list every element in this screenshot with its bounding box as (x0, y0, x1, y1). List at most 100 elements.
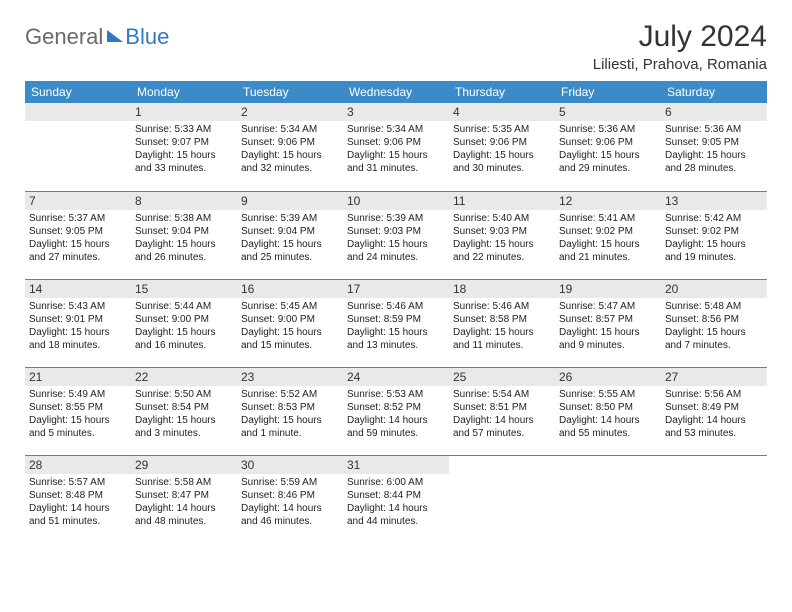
day-number: 8 (131, 192, 237, 210)
day-number: 10 (343, 192, 449, 210)
day-details: Sunrise: 5:48 AMSunset: 8:56 PMDaylight:… (665, 300, 763, 352)
day-number: 27 (661, 368, 767, 386)
calendar-day-cell: 13 Sunrise: 5:42 AMSunset: 9:02 PMDayligh… (661, 191, 767, 279)
calendar-day-cell: 5Sunrise: 5:36 AMSunset: 9:06 PMDaylight… (555, 103, 661, 191)
calendar-day-cell: 7Sunrise: 5:37 AMSunset: 9:05 PMDaylight… (25, 191, 131, 279)
calendar-week-row: 28 Sunrise: 5:57 AMSunset: 8:48 PMDayligh… (25, 455, 767, 543)
day-of-week-header: Sunday (25, 81, 131, 103)
day-details: Sunrise: 6:00 AMSunset: 8:44 PMDaylight:… (347, 476, 445, 528)
day-number: 9 (237, 192, 343, 210)
calendar-week-row: 7Sunrise: 5:37 AMSunset: 9:05 PMDaylight… (25, 191, 767, 279)
day-details: Sunrise: 5:59 AMSunset: 8:46 PMDaylight:… (241, 476, 339, 528)
calendar-day-cell: 4 Sunrise: 5:35 AMSunset: 9:06 PMDaylight… (449, 103, 555, 191)
day-number: 26 (555, 368, 661, 386)
calendar-page: General Blue July 2024 Liliesti, Prahova… (0, 0, 792, 563)
brand-triangle-icon (107, 30, 123, 42)
day-of-week-header: Friday (555, 81, 661, 103)
day-details: Sunrise: 5:36 AMSunset: 9:05 PMDaylight:… (665, 123, 763, 175)
day-details: Sunrise: 5:52 AMSunset: 8:53 PMDaylight:… (241, 388, 339, 440)
brand-logo: General Blue (25, 24, 169, 50)
day-of-week-header: Tuesday (237, 81, 343, 103)
location-text: Liliesti, Prahova, Romania (593, 56, 767, 73)
calendar-day-cell: 25Sunrise: 5:54 AMSunset: 8:51 PMDayligh… (449, 367, 555, 455)
day-details: Sunrise: 5:44 AMSunset: 9:00 PMDaylight:… (135, 300, 233, 352)
day-details: Sunrise: 5:55 AMSunset: 8:50 PMDaylight:… (559, 388, 657, 440)
day-number: 24 (343, 368, 449, 386)
day-details: Sunrise: 5:43 AMSunset: 9:01 PMDaylight:… (29, 300, 127, 352)
day-number: 23 (237, 368, 343, 386)
calendar-day-cell (449, 455, 555, 543)
day-number: 28 (25, 456, 131, 474)
day-number: 12 (555, 192, 661, 210)
day-details: Sunrise: 5:45 AMSunset: 9:00 PMDaylight:… (241, 300, 339, 352)
calendar-day-cell: 29 Sunrise: 5:58 AMSunset: 8:47 PMDayligh… (131, 455, 237, 543)
calendar-day-cell: 10 Sunrise: 5:39 AMSunset: 9:03 PMDayligh… (343, 191, 449, 279)
day-details: Sunrise: 5:34 AMSunset: 9:06 PMDaylight:… (241, 123, 339, 175)
calendar-day-cell: 24 Sunrise: 5:53 AMSunset: 8:52 PMDayligh… (343, 367, 449, 455)
day-number: 3 (343, 103, 449, 121)
day-number: 30 (237, 456, 343, 474)
day-number: 5 (555, 103, 661, 121)
title-block: July 2024 Liliesti, Prahova, Romania (593, 20, 767, 73)
day-number: 21 (25, 368, 131, 386)
day-details: Sunrise: 5:50 AMSunset: 8:54 PMDaylight:… (135, 388, 233, 440)
header: General Blue July 2024 Liliesti, Prahova… (25, 20, 767, 73)
day-details: Sunrise: 5:39 AMSunset: 9:03 PMDaylight:… (347, 212, 445, 264)
day-details: Sunrise: 5:33 AMSunset: 9:07 PMDaylight:… (135, 123, 233, 175)
calendar-day-cell: 20Sunrise: 5:48 AMSunset: 8:56 PMDayligh… (661, 279, 767, 367)
calendar-day-cell: 30 Sunrise: 5:59 AMSunset: 8:46 PMDayligh… (237, 455, 343, 543)
day-of-week-header: Saturday (661, 81, 767, 103)
calendar-day-cell: 16 Sunrise: 5:45 AMSunset: 9:00 PMDayligh… (237, 279, 343, 367)
calendar-day-cell: 18Sunrise: 5:46 AMSunset: 8:58 PMDayligh… (449, 279, 555, 367)
calendar-week-row: 14Sunrise: 5:43 AMSunset: 9:01 PMDayligh… (25, 279, 767, 367)
day-number: 1 (131, 103, 237, 121)
calendar-day-cell: 1 Sunrise: 5:33 AMSunset: 9:07 PMDaylight… (131, 103, 237, 191)
day-of-week-header: Wednesday (343, 81, 449, 103)
calendar-day-cell: 23 Sunrise: 5:52 AMSunset: 8:53 PMDayligh… (237, 367, 343, 455)
calendar-day-cell: 3Sunrise: 5:34 AMSunset: 9:06 PMDaylight… (343, 103, 449, 191)
day-details: Sunrise: 5:47 AMSunset: 8:57 PMDaylight:… (559, 300, 657, 352)
day-number: 16 (237, 280, 343, 298)
calendar-day-cell: 19 Sunrise: 5:47 AMSunset: 8:57 PMDayligh… (555, 279, 661, 367)
brand-text-blue: Blue (125, 24, 169, 50)
day-details: Sunrise: 5:53 AMSunset: 8:52 PMDaylight:… (347, 388, 445, 440)
calendar-day-cell: 8 Sunrise: 5:38 AMSunset: 9:04 PMDaylight… (131, 191, 237, 279)
brand-text-general: General (25, 24, 103, 50)
calendar-day-cell: 15 Sunrise: 5:44 AMSunset: 9:00 PMDayligh… (131, 279, 237, 367)
day-number: 22 (131, 368, 237, 386)
day-details: Sunrise: 5:39 AMSunset: 9:04 PMDaylight:… (241, 212, 339, 264)
day-details: Sunrise: 5:38 AMSunset: 9:04 PMDaylight:… (135, 212, 233, 264)
day-details: Sunrise: 5:41 AMSunset: 9:02 PMDaylight:… (559, 212, 657, 264)
calendar-table: SundayMondayTuesdayWednesdayThursdayFrid… (25, 81, 767, 543)
day-of-week-row: SundayMondayTuesdayWednesdayThursdayFrid… (25, 81, 767, 103)
calendar-week-row: 21Sunrise: 5:49 AMSunset: 8:55 PMDayligh… (25, 367, 767, 455)
day-details: Sunrise: 5:35 AMSunset: 9:06 PMDaylight:… (453, 123, 551, 175)
day-number: 19 (555, 280, 661, 298)
calendar-day-cell: 6 Sunrise: 5:36 AMSunset: 9:05 PMDaylight… (661, 103, 767, 191)
calendar-day-cell: 26 Sunrise: 5:55 AMSunset: 8:50 PMDayligh… (555, 367, 661, 455)
calendar-week-row: 1 Sunrise: 5:33 AMSunset: 9:07 PMDaylight… (25, 103, 767, 191)
calendar-day-cell: 28 Sunrise: 5:57 AMSunset: 8:48 PMDayligh… (25, 455, 131, 543)
calendar-day-cell: 14Sunrise: 5:43 AMSunset: 9:01 PMDayligh… (25, 279, 131, 367)
calendar-day-cell: 31 Sunrise: 6:00 AMSunset: 8:44 PMDayligh… (343, 455, 449, 543)
day-number: 31 (343, 456, 449, 474)
day-number: 6 (661, 103, 767, 121)
day-number: 29 (131, 456, 237, 474)
calendar-day-cell: 11Sunrise: 5:40 AMSunset: 9:03 PMDayligh… (449, 191, 555, 279)
calendar-day-cell: 9 Sunrise: 5:39 AMSunset: 9:04 PMDaylight… (237, 191, 343, 279)
day-number: 15 (131, 280, 237, 298)
day-details: Sunrise: 5:56 AMSunset: 8:49 PMDaylight:… (665, 388, 763, 440)
calendar-day-cell: 27 Sunrise: 5:56 AMSunset: 8:49 PMDayligh… (661, 367, 767, 455)
day-number: 11 (449, 192, 555, 210)
day-number: 13 (661, 192, 767, 210)
day-details: Sunrise: 5:58 AMSunset: 8:47 PMDaylight:… (135, 476, 233, 528)
day-number: 4 (449, 103, 555, 121)
calendar-day-cell: 2 Sunrise: 5:34 AMSunset: 9:06 PMDaylight… (237, 103, 343, 191)
day-details: Sunrise: 5:57 AMSunset: 8:48 PMDaylight:… (29, 476, 127, 528)
calendar-day-cell: 17Sunrise: 5:46 AMSunset: 8:59 PMDayligh… (343, 279, 449, 367)
day-number: 2 (237, 103, 343, 121)
day-details: Sunrise: 5:37 AMSunset: 9:05 PMDaylight:… (29, 212, 127, 264)
day-details: Sunrise: 5:46 AMSunset: 8:58 PMDaylight:… (453, 300, 551, 352)
day-details: Sunrise: 5:42 AMSunset: 9:02 PMDaylight:… (665, 212, 763, 264)
day-number: 17 (343, 280, 449, 298)
